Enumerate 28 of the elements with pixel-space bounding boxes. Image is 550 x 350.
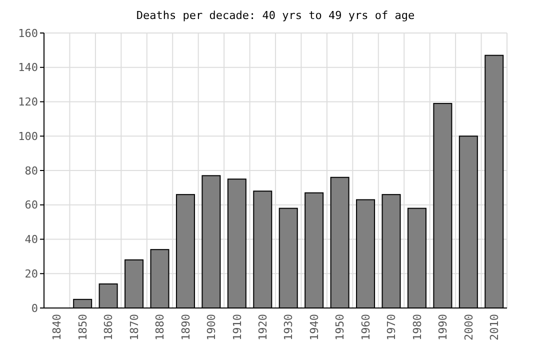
x-tick-label: 1870	[128, 314, 141, 340]
x-tick-label: 1860	[102, 314, 116, 340]
y-tick-label: 60	[24, 198, 38, 212]
x-tick-label: 1970	[385, 314, 398, 340]
chart-title: Deaths per decade: 40 yrs to 49 yrs of age	[136, 9, 415, 22]
x-tick-label: 1980	[410, 314, 424, 340]
y-tick-label: 140	[18, 61, 38, 74]
y-tick-label: 0	[31, 302, 38, 315]
x-tick-label: 1900	[205, 314, 218, 340]
x-tick-label: 1890	[179, 314, 192, 340]
x-tick-label: 1940	[308, 314, 321, 340]
y-tick-label: 160	[18, 26, 38, 40]
x-tick-label: 1880	[154, 314, 167, 340]
x-tick-label: 1850	[76, 314, 90, 340]
y-tick-label: 120	[18, 96, 38, 109]
x-tick-label: 1910	[230, 314, 244, 340]
x-tick-label: 1840	[50, 314, 64, 340]
y-tick-label: 80	[24, 164, 38, 178]
y-tick-label: 100	[18, 130, 38, 143]
y-tick-label: 20	[24, 267, 38, 280]
x-tick-label: 2000	[462, 314, 476, 340]
x-tick-label: 1960	[359, 314, 372, 340]
x-tick-label: 1950	[334, 314, 347, 340]
x-tick-label: 1990	[436, 314, 450, 340]
x-tick-label: 1930	[282, 314, 296, 340]
y-tick-label: 40	[24, 233, 38, 246]
x-tick-label: 1920	[256, 314, 270, 340]
x-tick-label: 2010	[488, 314, 501, 340]
